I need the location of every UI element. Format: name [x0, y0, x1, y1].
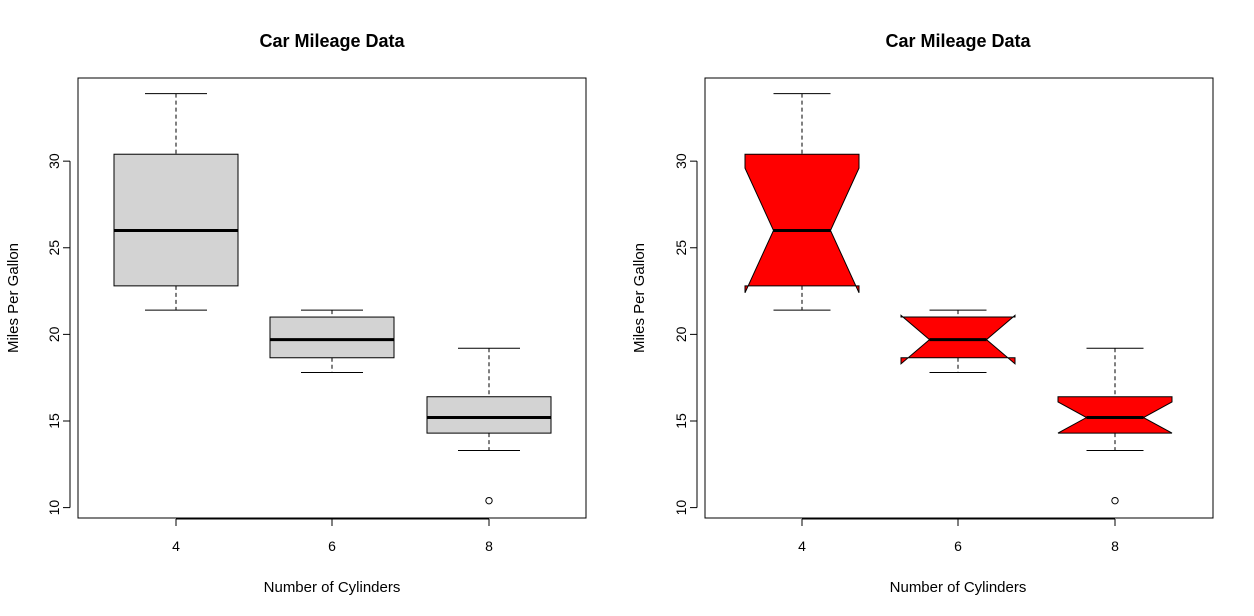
boxplot-panel-plain: Car Mileage Data Number of Cylinders Mil…: [5, 31, 587, 596]
boxplot-panel-notched: Car Mileage Data Number of Cylinders Mil…: [631, 31, 1214, 596]
y-tick-label: 15: [46, 413, 62, 429]
x-axis-label: Number of Cylinders: [264, 579, 401, 596]
box: [113, 153, 239, 287]
box-group: [426, 347, 552, 505]
y-tick-label: 15: [673, 413, 689, 429]
box-group: [269, 309, 395, 373]
box-group: [744, 93, 860, 311]
y-tick-label: 30: [46, 153, 62, 169]
y-tick-label: 10: [673, 500, 689, 516]
y-tick-label: 25: [673, 240, 689, 256]
plot-frame: [704, 77, 1214, 519]
x-tick-label: 6: [328, 538, 336, 554]
y-axis-label: Miles Per Gallon: [631, 243, 648, 353]
box: [269, 316, 395, 359]
x-tick-label: 8: [485, 538, 493, 554]
y-tick-label: 25: [46, 240, 62, 256]
x-tick-label: 4: [798, 538, 806, 554]
box-group: [1057, 347, 1173, 505]
y-axis-label: Miles Per Gallon: [5, 243, 22, 353]
box-group: [113, 93, 239, 311]
y-tick-label: 20: [673, 326, 689, 342]
box: [426, 396, 552, 434]
y-tick-label: 20: [46, 326, 62, 342]
outlier-point: [1111, 496, 1119, 505]
plot-frame: [77, 77, 587, 519]
x-tick-label: 6: [954, 538, 962, 554]
notched-box: [1057, 396, 1173, 434]
y-tick-label: 10: [46, 500, 62, 516]
outlier-point: [485, 496, 493, 505]
chart-title: Car Mileage Data: [259, 31, 405, 51]
x-axis-label: Number of Cylinders: [890, 579, 1027, 596]
box-group: [900, 309, 1016, 373]
x-tick-label: 4: [172, 538, 180, 554]
x-tick-label: 8: [1111, 538, 1119, 554]
y-tick-label: 30: [673, 153, 689, 169]
chart-title: Car Mileage Data: [885, 31, 1031, 51]
notched-box: [744, 153, 860, 294]
